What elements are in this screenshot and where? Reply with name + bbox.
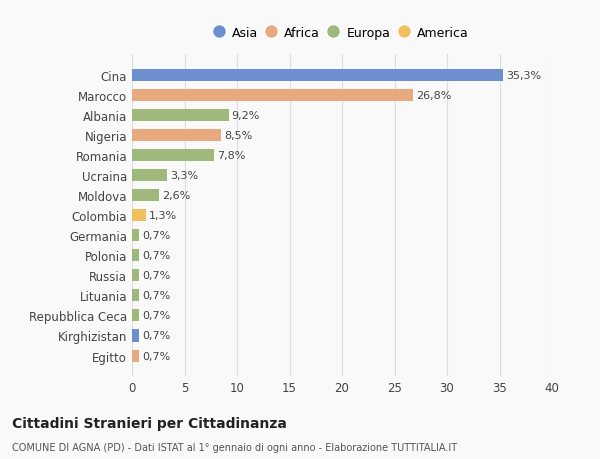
Bar xyxy=(132,210,146,222)
Text: 3,3%: 3,3% xyxy=(170,171,198,181)
Bar xyxy=(132,230,139,242)
Bar xyxy=(132,310,139,322)
Bar xyxy=(132,250,139,262)
Text: 0,7%: 0,7% xyxy=(143,311,171,321)
Bar xyxy=(132,290,139,302)
Text: 0,7%: 0,7% xyxy=(143,271,171,281)
Text: 1,3%: 1,3% xyxy=(149,211,177,221)
Text: 0,7%: 0,7% xyxy=(143,231,171,241)
Text: 0,7%: 0,7% xyxy=(143,251,171,261)
Text: 7,8%: 7,8% xyxy=(217,151,245,161)
Bar xyxy=(132,70,503,82)
Legend: Asia, Africa, Europa, America: Asia, Africa, Europa, America xyxy=(212,23,472,43)
Bar xyxy=(132,90,413,102)
Bar xyxy=(132,110,229,122)
Text: 0,7%: 0,7% xyxy=(143,351,171,361)
Text: 0,7%: 0,7% xyxy=(143,291,171,301)
Bar xyxy=(132,190,160,202)
Bar xyxy=(132,350,139,362)
Text: 0,7%: 0,7% xyxy=(143,331,171,341)
Bar xyxy=(132,170,167,182)
Text: 2,6%: 2,6% xyxy=(163,191,191,201)
Text: Cittadini Stranieri per Cittadinanza: Cittadini Stranieri per Cittadinanza xyxy=(12,416,287,430)
Bar xyxy=(132,150,214,162)
Text: 26,8%: 26,8% xyxy=(416,91,452,101)
Text: 35,3%: 35,3% xyxy=(506,71,541,81)
Bar xyxy=(132,130,221,142)
Bar xyxy=(132,270,139,282)
Text: 9,2%: 9,2% xyxy=(232,111,260,121)
Text: 8,5%: 8,5% xyxy=(224,131,253,141)
Text: COMUNE DI AGNA (PD) - Dati ISTAT al 1° gennaio di ogni anno - Elaborazione TUTTI: COMUNE DI AGNA (PD) - Dati ISTAT al 1° g… xyxy=(12,442,457,452)
Bar xyxy=(132,330,139,342)
